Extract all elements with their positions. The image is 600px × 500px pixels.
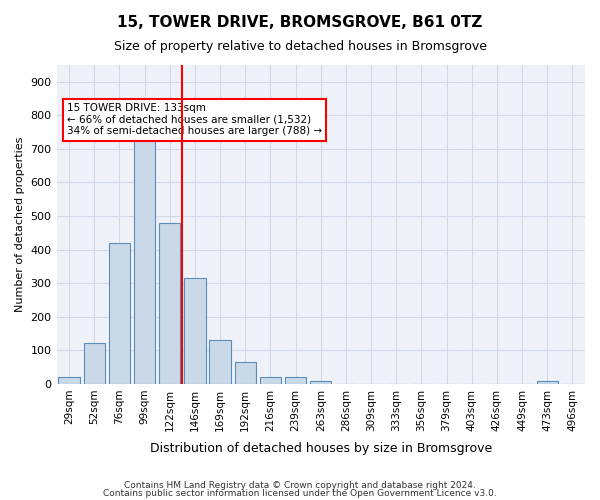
Text: Contains HM Land Registry data © Crown copyright and database right 2024.: Contains HM Land Registry data © Crown c… bbox=[124, 481, 476, 490]
Bar bbox=[310, 380, 331, 384]
Text: Contains public sector information licensed under the Open Government Licence v3: Contains public sector information licen… bbox=[103, 488, 497, 498]
Y-axis label: Number of detached properties: Number of detached properties bbox=[15, 137, 25, 312]
Bar bbox=[285, 377, 307, 384]
X-axis label: Distribution of detached houses by size in Bromsgrove: Distribution of detached houses by size … bbox=[149, 442, 492, 455]
Bar bbox=[536, 380, 558, 384]
Text: 15 TOWER DRIVE: 133sqm
← 66% of detached houses are smaller (1,532)
34% of semi-: 15 TOWER DRIVE: 133sqm ← 66% of detached… bbox=[67, 104, 322, 136]
Bar bbox=[209, 340, 231, 384]
Bar bbox=[159, 223, 181, 384]
Bar bbox=[83, 343, 105, 384]
Bar bbox=[235, 362, 256, 384]
Bar bbox=[184, 278, 206, 384]
Bar bbox=[134, 139, 155, 384]
Bar bbox=[58, 377, 80, 384]
Bar bbox=[109, 243, 130, 384]
Text: 15, TOWER DRIVE, BROMSGROVE, B61 0TZ: 15, TOWER DRIVE, BROMSGROVE, B61 0TZ bbox=[118, 15, 482, 30]
Text: Size of property relative to detached houses in Bromsgrove: Size of property relative to detached ho… bbox=[113, 40, 487, 53]
Bar bbox=[260, 376, 281, 384]
